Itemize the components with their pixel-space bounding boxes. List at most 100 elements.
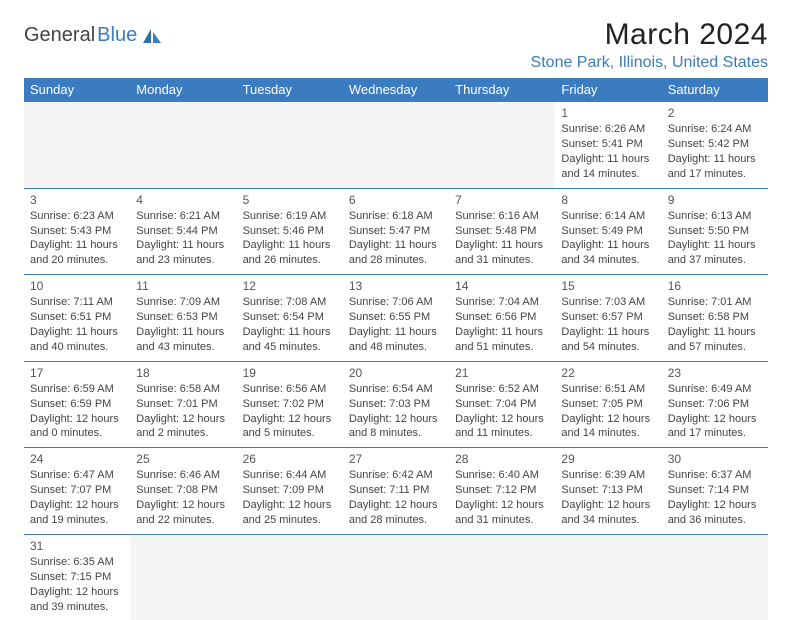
calendar-body: 1Sunrise: 6:26 AMSunset: 5:41 PMDaylight… bbox=[24, 102, 768, 620]
sunset-line: Sunset: 7:15 PM bbox=[30, 570, 124, 585]
calendar-cell: 22Sunrise: 6:51 AMSunset: 7:05 PMDayligh… bbox=[555, 361, 661, 448]
daylight-line: Daylight: 11 hours and 57 minutes. bbox=[668, 325, 762, 355]
daylight-line: Daylight: 12 hours and 39 minutes. bbox=[30, 585, 124, 615]
day-number: 31 bbox=[30, 538, 124, 554]
day-number: 4 bbox=[136, 192, 230, 208]
sunset-line: Sunset: 6:51 PM bbox=[30, 310, 124, 325]
day-number: 13 bbox=[349, 278, 443, 294]
daylight-line: Daylight: 11 hours and 28 minutes. bbox=[349, 238, 443, 268]
daylight-line: Daylight: 11 hours and 14 minutes. bbox=[561, 152, 655, 182]
calendar-cell: 31Sunrise: 6:35 AMSunset: 7:15 PMDayligh… bbox=[24, 534, 130, 620]
day-number: 23 bbox=[668, 365, 762, 381]
calendar-cell: 18Sunrise: 6:58 AMSunset: 7:01 PMDayligh… bbox=[130, 361, 236, 448]
day-number: 16 bbox=[668, 278, 762, 294]
calendar-cell bbox=[130, 102, 236, 189]
calendar-cell: 24Sunrise: 6:47 AMSunset: 7:07 PMDayligh… bbox=[24, 448, 130, 535]
sunrise-line: Sunrise: 6:59 AM bbox=[30, 382, 124, 397]
sunset-line: Sunset: 7:01 PM bbox=[136, 397, 230, 412]
sunrise-line: Sunrise: 6:47 AM bbox=[30, 468, 124, 483]
day-number: 26 bbox=[243, 451, 337, 467]
calendar-cell: 16Sunrise: 7:01 AMSunset: 6:58 PMDayligh… bbox=[662, 275, 768, 362]
day-number: 12 bbox=[243, 278, 337, 294]
sunset-line: Sunset: 7:11 PM bbox=[349, 483, 443, 498]
sunrise-line: Sunrise: 6:21 AM bbox=[136, 209, 230, 224]
day-number: 21 bbox=[455, 365, 549, 381]
daylight-line: Daylight: 12 hours and 25 minutes. bbox=[243, 498, 337, 528]
day-number: 14 bbox=[455, 278, 549, 294]
logo: General Blue bbox=[24, 18, 163, 47]
daylight-line: Daylight: 12 hours and 22 minutes. bbox=[136, 498, 230, 528]
sunset-line: Sunset: 6:55 PM bbox=[349, 310, 443, 325]
sunrise-line: Sunrise: 6:14 AM bbox=[561, 209, 655, 224]
sunset-line: Sunset: 5:42 PM bbox=[668, 137, 762, 152]
sunset-line: Sunset: 5:44 PM bbox=[136, 224, 230, 239]
day-number: 1 bbox=[561, 105, 655, 121]
calendar-cell: 10Sunrise: 7:11 AMSunset: 6:51 PMDayligh… bbox=[24, 275, 130, 362]
weekday-header: Saturday bbox=[662, 78, 768, 102]
sunrise-line: Sunrise: 7:11 AM bbox=[30, 295, 124, 310]
day-number: 3 bbox=[30, 192, 124, 208]
sunset-line: Sunset: 6:54 PM bbox=[243, 310, 337, 325]
weekday-header: Thursday bbox=[449, 78, 555, 102]
sunset-line: Sunset: 7:12 PM bbox=[455, 483, 549, 498]
weekday-header: Tuesday bbox=[237, 78, 343, 102]
sunset-line: Sunset: 5:41 PM bbox=[561, 137, 655, 152]
page-title: March 2024 bbox=[531, 18, 768, 52]
header: General Blue March 2024 Stone Park, Illi… bbox=[24, 18, 768, 72]
calendar-cell bbox=[24, 102, 130, 189]
day-number: 2 bbox=[668, 105, 762, 121]
calendar-row: 10Sunrise: 7:11 AMSunset: 6:51 PMDayligh… bbox=[24, 275, 768, 362]
sunrise-line: Sunrise: 6:58 AM bbox=[136, 382, 230, 397]
daylight-line: Daylight: 11 hours and 34 minutes. bbox=[561, 238, 655, 268]
calendar-row: 24Sunrise: 6:47 AMSunset: 7:07 PMDayligh… bbox=[24, 448, 768, 535]
day-number: 8 bbox=[561, 192, 655, 208]
weekday-header: Sunday bbox=[24, 78, 130, 102]
daylight-line: Daylight: 11 hours and 23 minutes. bbox=[136, 238, 230, 268]
calendar-cell: 11Sunrise: 7:09 AMSunset: 6:53 PMDayligh… bbox=[130, 275, 236, 362]
calendar-row: 1Sunrise: 6:26 AMSunset: 5:41 PMDaylight… bbox=[24, 102, 768, 189]
daylight-line: Daylight: 11 hours and 43 minutes. bbox=[136, 325, 230, 355]
daylight-line: Daylight: 12 hours and 8 minutes. bbox=[349, 412, 443, 442]
daylight-line: Daylight: 12 hours and 2 minutes. bbox=[136, 412, 230, 442]
daylight-line: Daylight: 12 hours and 31 minutes. bbox=[455, 498, 549, 528]
daylight-line: Daylight: 12 hours and 28 minutes. bbox=[349, 498, 443, 528]
daylight-line: Daylight: 11 hours and 45 minutes. bbox=[243, 325, 337, 355]
sunrise-line: Sunrise: 6:42 AM bbox=[349, 468, 443, 483]
calendar-cell: 7Sunrise: 6:16 AMSunset: 5:48 PMDaylight… bbox=[449, 188, 555, 275]
sunrise-line: Sunrise: 6:26 AM bbox=[561, 122, 655, 137]
calendar-cell bbox=[449, 534, 555, 620]
day-number: 5 bbox=[243, 192, 337, 208]
calendar-cell bbox=[237, 534, 343, 620]
calendar-cell: 8Sunrise: 6:14 AMSunset: 5:49 PMDaylight… bbox=[555, 188, 661, 275]
daylight-line: Daylight: 12 hours and 5 minutes. bbox=[243, 412, 337, 442]
day-number: 7 bbox=[455, 192, 549, 208]
day-number: 28 bbox=[455, 451, 549, 467]
sunrise-line: Sunrise: 7:01 AM bbox=[668, 295, 762, 310]
sunrise-line: Sunrise: 6:52 AM bbox=[455, 382, 549, 397]
calendar-row: 3Sunrise: 6:23 AMSunset: 5:43 PMDaylight… bbox=[24, 188, 768, 275]
weekday-header: Wednesday bbox=[343, 78, 449, 102]
weekday-header-row: Sunday Monday Tuesday Wednesday Thursday… bbox=[24, 78, 768, 102]
sunrise-line: Sunrise: 7:03 AM bbox=[561, 295, 655, 310]
calendar-cell: 1Sunrise: 6:26 AMSunset: 5:41 PMDaylight… bbox=[555, 102, 661, 189]
daylight-line: Daylight: 12 hours and 11 minutes. bbox=[455, 412, 549, 442]
calendar-row: 17Sunrise: 6:59 AMSunset: 6:59 PMDayligh… bbox=[24, 361, 768, 448]
sail-icon bbox=[141, 27, 163, 45]
sunrise-line: Sunrise: 6:40 AM bbox=[455, 468, 549, 483]
sunset-line: Sunset: 6:56 PM bbox=[455, 310, 549, 325]
calendar-row: 31Sunrise: 6:35 AMSunset: 7:15 PMDayligh… bbox=[24, 534, 768, 620]
sunset-line: Sunset: 7:06 PM bbox=[668, 397, 762, 412]
calendar-cell: 27Sunrise: 6:42 AMSunset: 7:11 PMDayligh… bbox=[343, 448, 449, 535]
sunrise-line: Sunrise: 6:23 AM bbox=[30, 209, 124, 224]
daylight-line: Daylight: 11 hours and 48 minutes. bbox=[349, 325, 443, 355]
calendar-cell: 14Sunrise: 7:04 AMSunset: 6:56 PMDayligh… bbox=[449, 275, 555, 362]
calendar-cell bbox=[449, 102, 555, 189]
daylight-line: Daylight: 11 hours and 54 minutes. bbox=[561, 325, 655, 355]
weekday-header: Monday bbox=[130, 78, 236, 102]
day-number: 18 bbox=[136, 365, 230, 381]
location-text: Stone Park, Illinois, United States bbox=[531, 54, 768, 72]
daylight-line: Daylight: 12 hours and 17 minutes. bbox=[668, 412, 762, 442]
logo-text-blue: Blue bbox=[97, 24, 137, 47]
sunset-line: Sunset: 7:14 PM bbox=[668, 483, 762, 498]
sunset-line: Sunset: 5:49 PM bbox=[561, 224, 655, 239]
